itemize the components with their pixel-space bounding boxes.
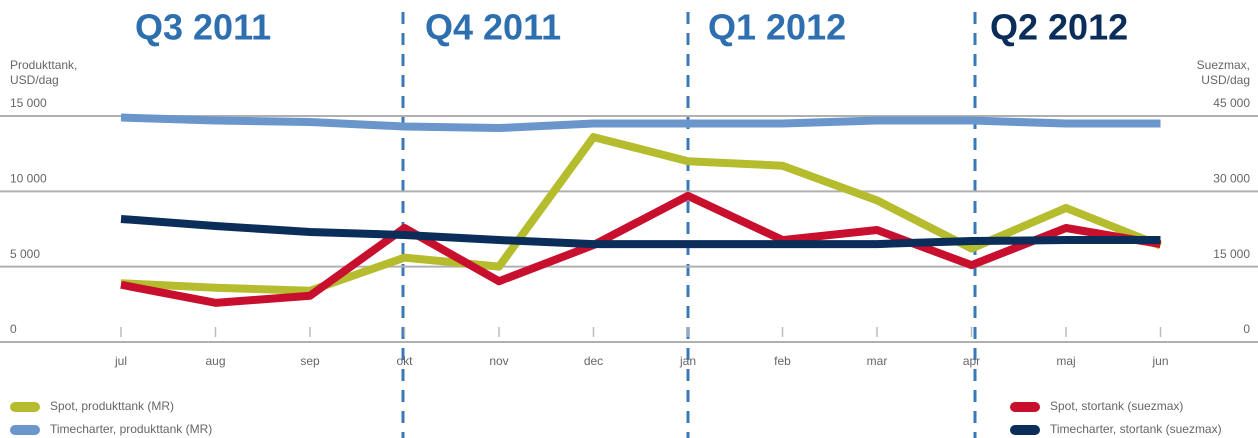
x-tick-label: maj	[1056, 354, 1075, 368]
x-tick-label: jun	[1151, 354, 1168, 368]
y-axis-title: USD/dag	[10, 73, 59, 87]
legend-label: Spot, stortank (suezmax)	[1050, 399, 1183, 413]
y2-tick-label: 30 000	[1213, 172, 1250, 186]
y2-tick-label: 0	[1243, 322, 1250, 336]
series-line	[120, 214, 1161, 249]
x-tick-label: dec	[584, 354, 603, 368]
x-tick-label: apr	[963, 354, 980, 368]
quarter-label: Q4 2011	[425, 7, 561, 48]
x-tick-label: mar	[867, 354, 888, 368]
x-tick-label: nov	[489, 354, 508, 368]
legend-label: Timecharter, stortank (suezmax)	[1050, 422, 1222, 436]
y-axis-title: Produkttank,	[10, 58, 77, 72]
series-line	[120, 133, 1162, 295]
legend-label: Spot, produkttank (MR)	[50, 399, 174, 413]
x-tick-label: okt	[396, 354, 413, 368]
y-tick-label: 15 000	[10, 96, 47, 110]
legend-label: Timecharter, produkttank (MR)	[50, 422, 212, 436]
quarter-label: Q3 2011	[135, 7, 271, 48]
x-tick-label: sep	[300, 354, 320, 368]
quarter-label: Q2 2012	[990, 7, 1128, 48]
x-tick-label: aug	[205, 354, 225, 368]
y2-axis-title: Suezmax,	[1197, 58, 1250, 72]
x-tick-label: feb	[774, 354, 791, 368]
y2-tick-label: 15 000	[1213, 247, 1250, 261]
series-line	[120, 113, 1161, 133]
y-tick-label: 10 000	[10, 172, 47, 186]
quarter-label: Q1 2012	[708, 7, 846, 48]
y2-axis-title: USD/dag	[1201, 73, 1250, 87]
y-tick-label: 0	[10, 322, 17, 336]
y-tick-label: 5 000	[10, 247, 40, 261]
y2-tick-label: 45 000	[1213, 96, 1250, 110]
x-tick-label: jan	[679, 354, 696, 368]
x-tick-label: jul	[114, 354, 127, 368]
series-line	[120, 191, 1162, 307]
